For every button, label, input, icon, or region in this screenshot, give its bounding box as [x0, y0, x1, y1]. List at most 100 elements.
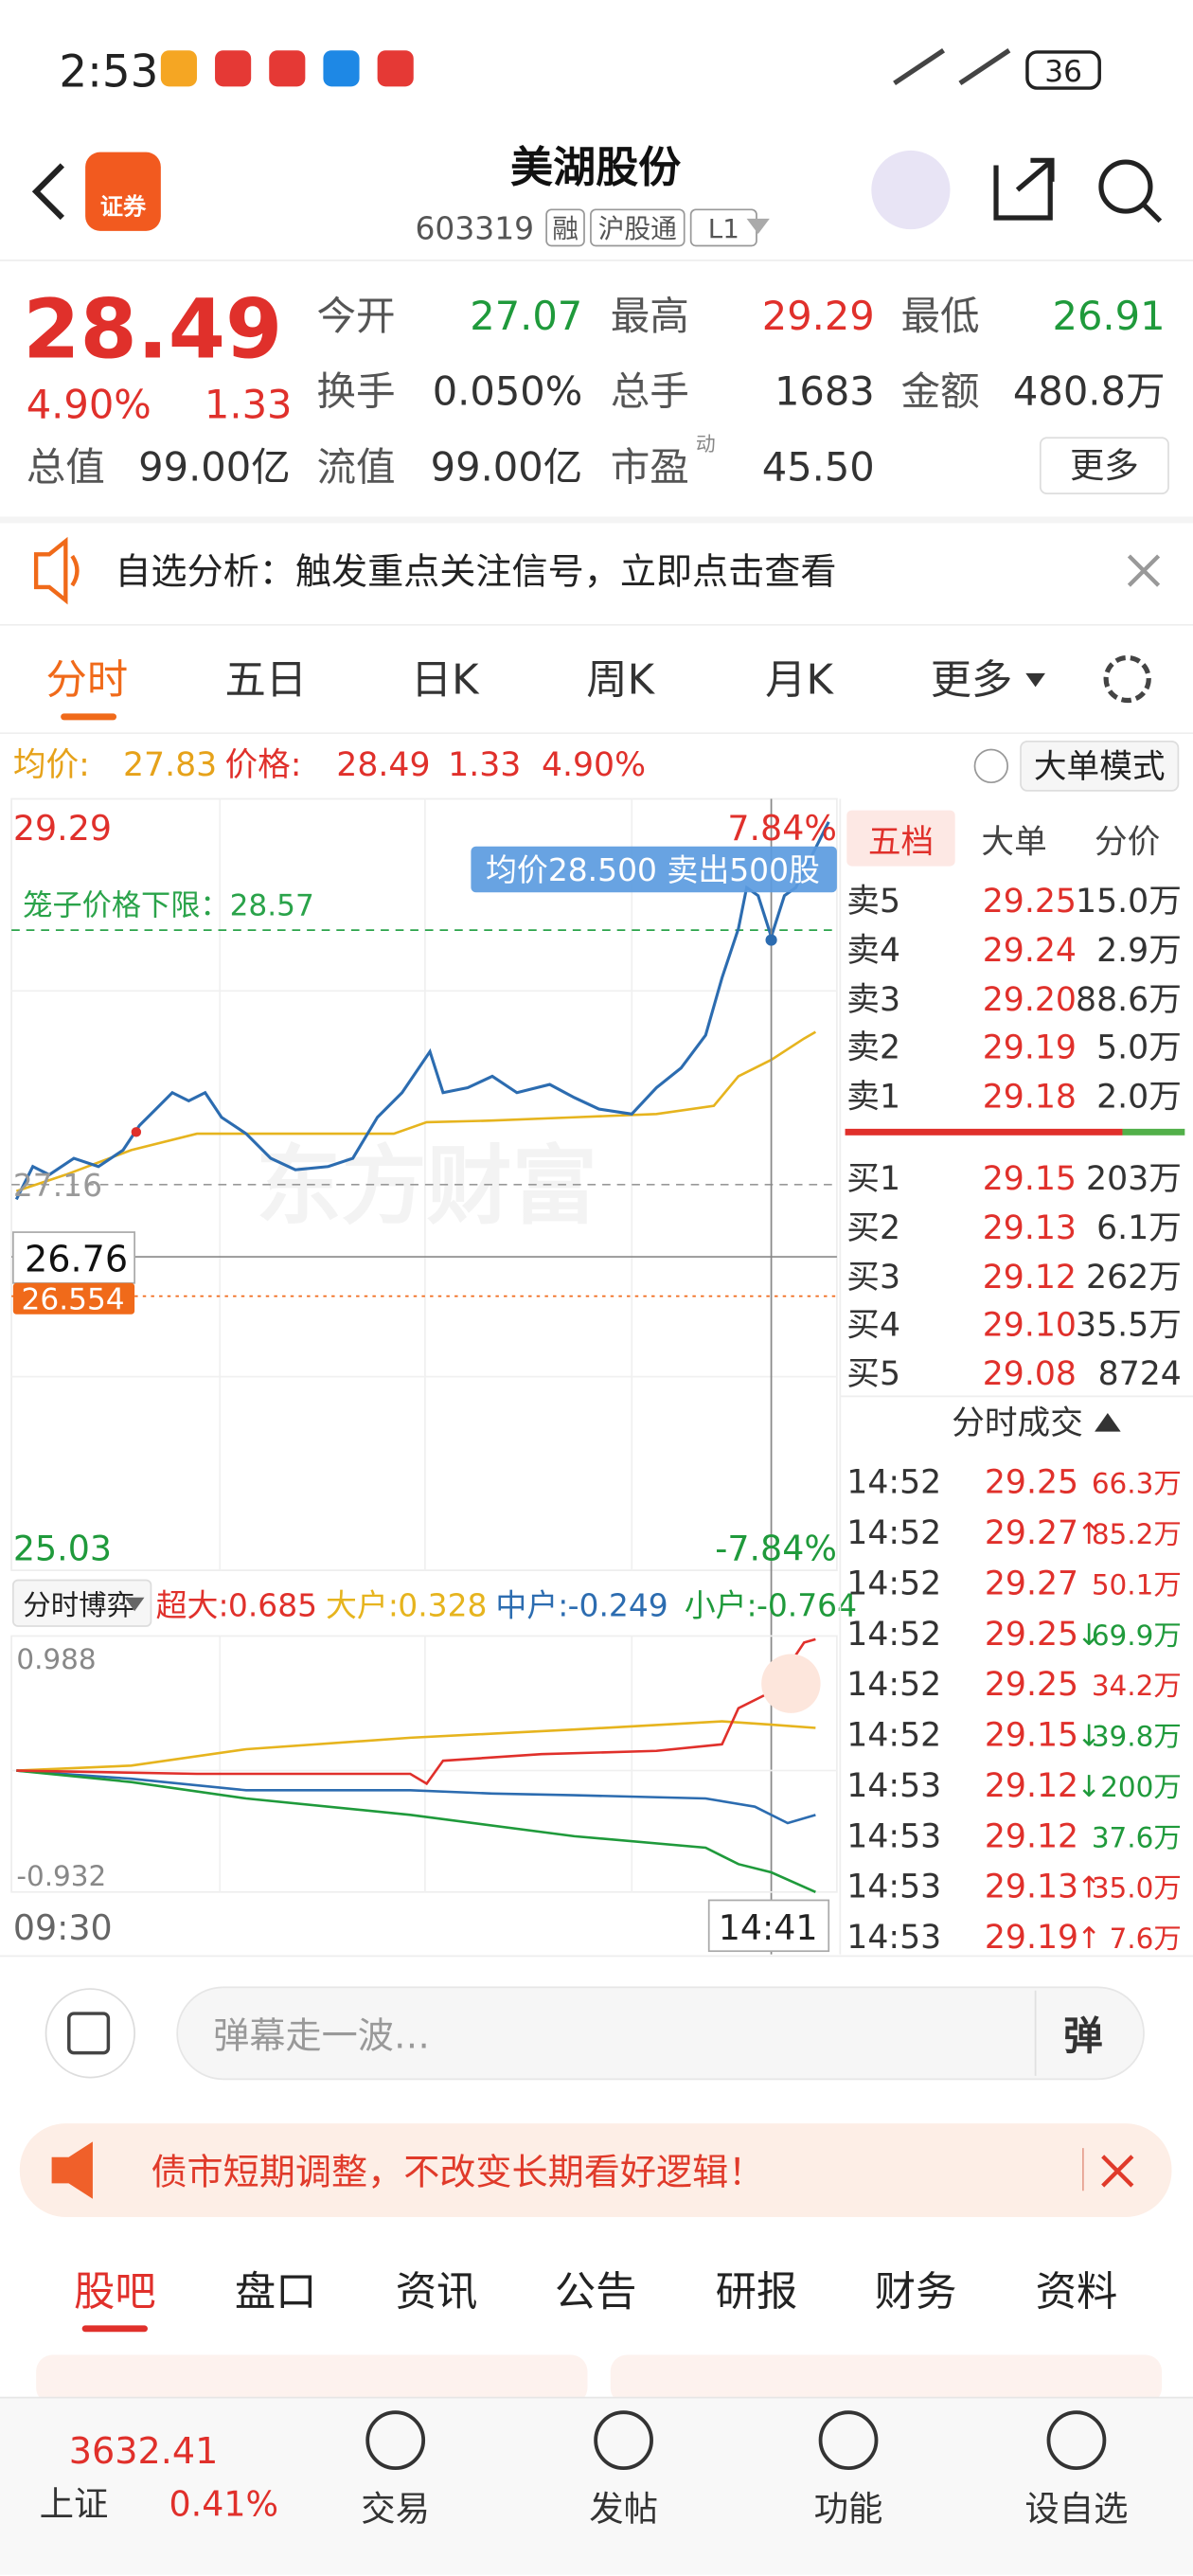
period-tab[interactable]: 日K — [411, 657, 480, 705]
assistant-avatar[interactable] — [871, 150, 951, 230]
book-volume: 2.9万 — [1096, 932, 1182, 970]
period-tab[interactable]: 分时 — [46, 657, 129, 705]
period-tab[interactable]: 周K — [586, 657, 655, 705]
share-button[interactable] — [993, 157, 1055, 221]
quote-value: 29.29 — [762, 293, 875, 339]
trade-price: 29.15 — [985, 1717, 1078, 1755]
price-pct: 4.90% — [542, 746, 646, 784]
avg-label: 均价: — [13, 746, 90, 784]
quote-value: 27.07 — [470, 293, 582, 339]
stock-code: 603319 — [415, 210, 534, 247]
search-button[interactable] — [1098, 159, 1153, 214]
nav-icon[interactable] — [594, 2410, 653, 2471]
cursor-price-label: 26.76 — [25, 1239, 128, 1280]
banner-text[interactable]: 债市短期调整，不改变长期看好逻辑！ — [151, 2151, 764, 2192]
trade-price: 29.27 — [985, 1565, 1078, 1602]
index-name[interactable]: 上证 — [40, 2483, 109, 2524]
trade-time: 14:52 — [846, 1616, 941, 1654]
comment-settings[interactable] — [45, 1988, 135, 2079]
quote-value: 26.91 — [1053, 293, 1166, 339]
more-button-text[interactable]: 更多 — [1070, 445, 1139, 486]
index-value[interactable]: 3632.41 — [69, 2430, 219, 2472]
more-button[interactable] — [1039, 437, 1169, 495]
flow-selector-box[interactable] — [11, 1579, 152, 1627]
trade-volume: 50.1万 — [1092, 1568, 1182, 1601]
book-level: 卖3 — [846, 981, 900, 1019]
comment-placeholder[interactable]: 弹幕走一波… — [213, 2014, 430, 2056]
flow-selector[interactable]: 分时博弈 — [23, 1589, 134, 1621]
section-tab[interactable]: 盘口 — [235, 2269, 317, 2317]
comment-button[interactable]: 弹 — [1063, 2012, 1103, 2059]
avg-value: 27.83 — [123, 746, 217, 784]
settings-button[interactable] — [1103, 654, 1151, 704]
nav-label[interactable]: 设自选 — [1024, 2489, 1128, 2530]
nav-icon[interactable] — [365, 2410, 426, 2471]
stock-tag: L1 — [708, 213, 739, 244]
book-level: 买4 — [846, 1306, 900, 1344]
quote-label: 流值 — [316, 443, 395, 490]
change-abs: 1.33 — [205, 381, 293, 427]
book-level: 买2 — [846, 1209, 900, 1247]
flow-badge[interactable] — [761, 1654, 821, 1713]
quote-value: 45.50 — [762, 443, 875, 490]
help-icon[interactable] — [973, 748, 1009, 784]
trade-volume: 69.9万 — [1092, 1619, 1182, 1652]
trade-volume: 200万 — [1100, 1771, 1182, 1803]
mode-button-text[interactable]: 大单模式 — [1034, 748, 1166, 786]
book-tab[interactable]: 五档 — [868, 824, 934, 862]
flow-name: 中户: — [495, 1587, 568, 1624]
mode-button[interactable] — [1020, 740, 1180, 792]
trade-time: 14:53 — [846, 1869, 941, 1906]
nav-label[interactable]: 交易 — [361, 2489, 430, 2530]
section-tab[interactable]: 资讯 — [396, 2269, 478, 2317]
notice-text[interactable]: 自选分析：触发重点关注信号，立即点击查看 — [115, 550, 836, 592]
line-price-label: 26.554 — [22, 1283, 125, 1317]
comment-input[interactable] — [176, 1986, 1145, 2081]
book-price: 29.20 — [983, 981, 1077, 1019]
section-tab[interactable]: 公告 — [555, 2269, 637, 2317]
nav-icon[interactable] — [1046, 2410, 1107, 2471]
tooltip-box — [471, 846, 837, 893]
index-pct[interactable]: 0.41% — [169, 2483, 279, 2524]
quote-label: 最高 — [611, 293, 689, 339]
nav-icon[interactable] — [818, 2410, 879, 2471]
section-tab[interactable]: 财务 — [875, 2269, 957, 2317]
trade-price: 29.12 — [985, 1817, 1078, 1855]
status-time: 2:53 — [59, 46, 158, 98]
book-volume: 6.1万 — [1096, 1209, 1182, 1247]
book-volume: 8724 — [1098, 1355, 1182, 1393]
flow-top-label: 0.988 — [16, 1643, 96, 1675]
book-price: 29.13 — [983, 1209, 1077, 1247]
book-tab[interactable]: 大单 — [981, 824, 1046, 862]
nav-label[interactable]: 功能 — [814, 2489, 883, 2530]
tooltip-text: 均价28.500 卖出500股 — [486, 851, 820, 888]
prev-close-label: 27.16 — [13, 1167, 102, 1204]
quote-value: 99.00亿 — [138, 443, 291, 490]
nav-label[interactable]: 发帖 — [589, 2489, 658, 2530]
stock-tag-box — [545, 208, 585, 247]
section-tab[interactable]: 股吧 — [74, 2269, 156, 2317]
period-tab[interactable]: 五日 — [224, 657, 307, 705]
section-tab[interactable]: 研报 — [716, 2269, 798, 2317]
trade-price: 29.13 — [985, 1869, 1078, 1906]
banner-close[interactable] — [1101, 2155, 1134, 2188]
book-level: 卖5 — [846, 883, 900, 921]
book-volume: 203万 — [1086, 1160, 1182, 1198]
feed-card — [610, 2354, 1163, 2405]
book-volume: 262万 — [1086, 1259, 1182, 1297]
flow-line-blue — [16, 1769, 816, 1825]
period-tab[interactable]: 月K — [765, 657, 834, 705]
book-tab[interactable]: 分价 — [1095, 824, 1160, 862]
banner-box[interactable] — [19, 2123, 1172, 2217]
notice-close[interactable] — [1127, 554, 1161, 587]
back-button[interactable] — [31, 163, 65, 221]
book-level: 卖4 — [846, 932, 900, 970]
trade-price: 29.25 — [985, 1464, 1078, 1502]
flow-name: 大户: — [326, 1587, 399, 1624]
flow-line-red — [16, 1637, 816, 1786]
period-tab[interactable]: 更多 — [931, 657, 1013, 705]
nav-bar — [0, 2397, 1193, 2575]
section-tab[interactable]: 资料 — [1036, 2269, 1118, 2317]
trade-time: 14:52 — [846, 1565, 941, 1602]
